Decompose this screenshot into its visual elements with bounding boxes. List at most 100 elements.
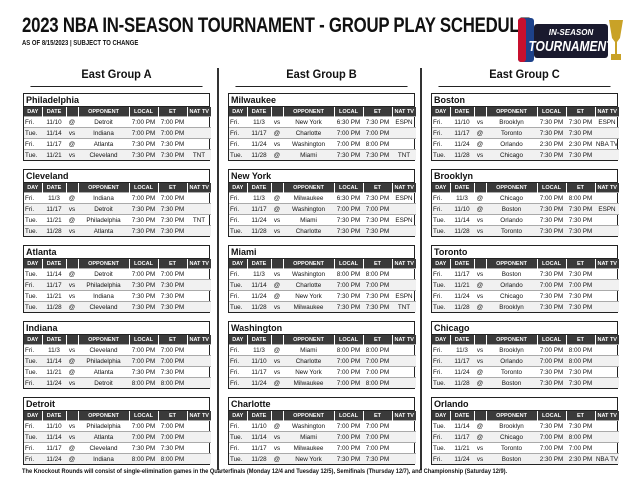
game-row: Fri. 11/17 @ Charlotte 7:00 PM 7:00 PM bbox=[229, 127, 416, 139]
date: 11/24 bbox=[42, 453, 66, 464]
local-time: 7:30 PM bbox=[129, 214, 158, 226]
schedule-table: DAY DATE OPPONENT LOCAL ET NAT TV Fri. 11/10 vs B… bbox=[432, 107, 619, 160]
et-time: 7:30 PM bbox=[363, 116, 392, 128]
national-tv bbox=[595, 268, 619, 280]
date: 11/17 bbox=[450, 127, 474, 139]
column-header: OPPONENT bbox=[486, 335, 538, 345]
local-time: 7:00 PM bbox=[129, 116, 158, 128]
et-time: 7:30 PM bbox=[363, 214, 392, 226]
opponent: Orlando bbox=[486, 279, 537, 291]
national-tv bbox=[392, 453, 416, 464]
page-title: 2023 NBA IN-SEASON TOURNAMENT - GROUP PL… bbox=[22, 14, 531, 37]
column-header: NAT TV bbox=[392, 183, 416, 193]
game-row: Tue. 11/14 vs Indiana 7:00 PM 7:00 PM bbox=[24, 127, 211, 139]
game-row: Fri. 11/10 vs Brooklyn 7:30 PM 7:30 PM ESPN bbox=[432, 116, 619, 128]
column-header: LOCAL bbox=[129, 259, 159, 269]
local-time: 7:30 PM bbox=[537, 127, 566, 139]
date: 11/21 bbox=[42, 366, 66, 378]
national-tv: NBA TV bbox=[595, 138, 619, 150]
home-away: @ bbox=[66, 192, 78, 204]
home-away: vs bbox=[474, 453, 486, 464]
home-away: vs bbox=[271, 366, 283, 378]
day: Tue. bbox=[24, 214, 42, 226]
national-tv bbox=[392, 377, 416, 388]
day: Fri. bbox=[229, 442, 247, 454]
home-away: vs bbox=[474, 290, 486, 302]
opponent: Atlanta bbox=[78, 138, 129, 150]
team-schedule: Orlando DAY DATE OPPONENT LOCAL ET NAT TV Tue. 1… bbox=[431, 397, 619, 465]
national-tv: TNT bbox=[392, 149, 416, 160]
team-name: Chicago bbox=[432, 322, 617, 335]
column-header: NAT TV bbox=[187, 183, 211, 193]
local-time: 7:00 PM bbox=[334, 279, 363, 291]
opponent: Miami bbox=[283, 431, 334, 443]
day: Tue. bbox=[432, 377, 450, 388]
national-tv bbox=[595, 149, 619, 160]
date: 11/17 bbox=[450, 355, 474, 367]
opponent: Chicago bbox=[486, 290, 537, 302]
column-header bbox=[66, 107, 79, 117]
day: Fri. bbox=[24, 203, 42, 215]
national-tv bbox=[187, 344, 211, 356]
local-time: 7:30 PM bbox=[129, 366, 158, 378]
local-time: 7:00 PM bbox=[537, 431, 566, 443]
svg-text:TOURNAMENT: TOURNAMENT bbox=[528, 38, 615, 54]
schedule-table: DAY DATE OPPONENT LOCAL ET NAT TV Fri. 11/10 vs P… bbox=[24, 411, 211, 464]
opponent: Brooklyn bbox=[486, 116, 537, 128]
national-tv: TNT bbox=[392, 301, 416, 312]
opponent: Detroit bbox=[78, 116, 129, 128]
opponent: Charlotte bbox=[283, 127, 334, 139]
column-header: LOCAL bbox=[129, 411, 159, 421]
et-time: 7:00 PM bbox=[158, 116, 187, 128]
day: Fri. bbox=[432, 127, 450, 139]
date: 11/3 bbox=[450, 192, 474, 204]
day: Fri. bbox=[229, 420, 247, 432]
column-header bbox=[474, 259, 487, 269]
column-header: DATE bbox=[42, 335, 67, 345]
local-time: 7:30 PM bbox=[129, 301, 158, 312]
et-time: 7:00 PM bbox=[363, 279, 392, 291]
opponent: Charlotte bbox=[283, 355, 334, 367]
opponent: Brooklyn bbox=[486, 344, 537, 356]
date: 11/24 bbox=[247, 138, 271, 150]
column-header: OPPONENT bbox=[283, 259, 335, 269]
national-tv bbox=[187, 355, 211, 367]
national-tv bbox=[392, 366, 416, 378]
opponent: Boston bbox=[486, 377, 537, 388]
date: 11/17 bbox=[450, 268, 474, 280]
column-header bbox=[66, 335, 79, 345]
home-away: @ bbox=[66, 138, 78, 150]
column-divider bbox=[217, 68, 219, 470]
date: 11/28 bbox=[247, 301, 271, 312]
date: 11/14 bbox=[42, 268, 66, 280]
opponent: Detroit bbox=[78, 268, 129, 280]
day: Fri. bbox=[432, 431, 450, 443]
national-tv bbox=[187, 366, 211, 378]
day: Fri. bbox=[229, 203, 247, 215]
day: Fri. bbox=[229, 366, 247, 378]
national-tv bbox=[187, 290, 211, 302]
day: Fri. bbox=[24, 377, 42, 388]
day: Fri. bbox=[229, 127, 247, 139]
game-row: Fri. 11/24 @ Milwaukee 7:00 PM 8:00 PM bbox=[229, 377, 416, 388]
column-header: NAT TV bbox=[187, 335, 211, 345]
home-away: vs bbox=[66, 149, 78, 160]
schedule-table: DAY DATE OPPONENT LOCAL ET NAT TV Fri. 11/3 @ Chi… bbox=[432, 183, 619, 236]
column-header: NAT TV bbox=[187, 259, 211, 269]
column-header: ET bbox=[566, 411, 596, 421]
schedule-table: DAY DATE OPPONENT LOCAL ET NAT TV Tue. 11/14 @ Br… bbox=[432, 411, 619, 464]
schedule-table: DAY DATE OPPONENT LOCAL ET NAT TV Fri. 11/3 vs Br… bbox=[432, 335, 619, 388]
opponent: Milwaukee bbox=[283, 442, 334, 454]
et-time: 7:30 PM bbox=[158, 442, 187, 454]
column-divider bbox=[420, 68, 422, 470]
header-row: DAY DATE OPPONENT LOCAL ET NAT TV bbox=[229, 335, 416, 345]
home-away: vs bbox=[271, 138, 283, 150]
date: 11/28 bbox=[247, 149, 271, 160]
day: Fri. bbox=[432, 203, 450, 215]
et-time: 7:30 PM bbox=[363, 225, 392, 236]
game-row: Fri. 11/17 @ Atlanta 7:30 PM 7:30 PM bbox=[24, 138, 211, 150]
team-name: Orlando bbox=[432, 398, 617, 411]
day: Tue. bbox=[24, 268, 42, 280]
national-tv bbox=[392, 138, 416, 150]
column-header bbox=[66, 411, 79, 421]
